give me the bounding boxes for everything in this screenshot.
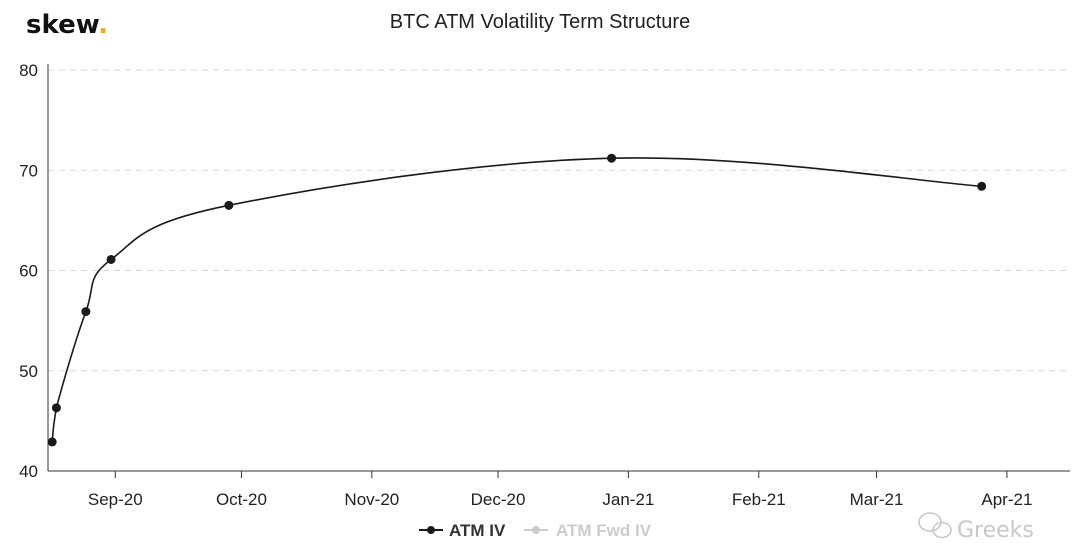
data-point[interactable] [51,403,61,413]
y-tick-label: 80 [19,61,38,80]
wechat-bubbles-icon [918,512,952,539]
series-atm-iv [47,153,987,447]
x-tick-label: Nov-20 [344,490,399,509]
data-point[interactable] [81,307,91,317]
legend-item-atm-iv[interactable]: ATM IV [419,521,506,540]
x-tick-labels: Sep-20 Oct-20 Nov-20 Dec-20 Jan-21 Feb-21 Mar-… [88,490,1033,509]
data-point[interactable] [224,200,234,210]
legend-marker-atm-iv [427,526,435,534]
x-tick-label: Mar-21 [850,490,904,509]
skew-logo: skew. [26,10,108,40]
chart-title: BTC ATM Volatility Term Structure [390,11,690,33]
y-tick-label: 50 [19,362,38,381]
axes [47,64,1070,478]
watermark-text: Greeks [957,518,1034,543]
series-line-atm-iv [51,157,982,443]
x-tick-label: Dec-20 [471,490,526,509]
data-point[interactable] [106,254,116,264]
y-tick-label: 70 [19,161,38,180]
x-tick-label: Feb-21 [732,490,786,509]
grid-lines [48,69,1070,372]
x-tick-label: Sep-20 [88,490,143,509]
legend: ATM IV ATM Fwd IV [419,521,652,540]
y-tick-label: 40 [19,462,38,481]
legend-label-atm-fwd-iv: ATM Fwd IV [556,521,652,540]
legend-marker-atm-fwd-iv [532,526,540,534]
x-tick-label: Apr-21 [981,490,1032,509]
y-tick-labels: 40 50 60 70 80 [19,61,38,481]
data-point[interactable] [47,437,57,447]
logo-text: skew. [26,10,108,40]
legend-label-atm-iv: ATM IV [449,521,506,540]
watermark: Greeks [918,512,1034,543]
x-tick-label: Oct-20 [216,490,267,509]
data-point[interactable] [607,153,617,163]
data-point[interactable] [977,181,987,191]
legend-item-atm-fwd-iv[interactable]: ATM Fwd IV [524,521,652,540]
y-tick-label: 60 [19,262,38,281]
x-tick-label: Jan-21 [602,490,654,509]
